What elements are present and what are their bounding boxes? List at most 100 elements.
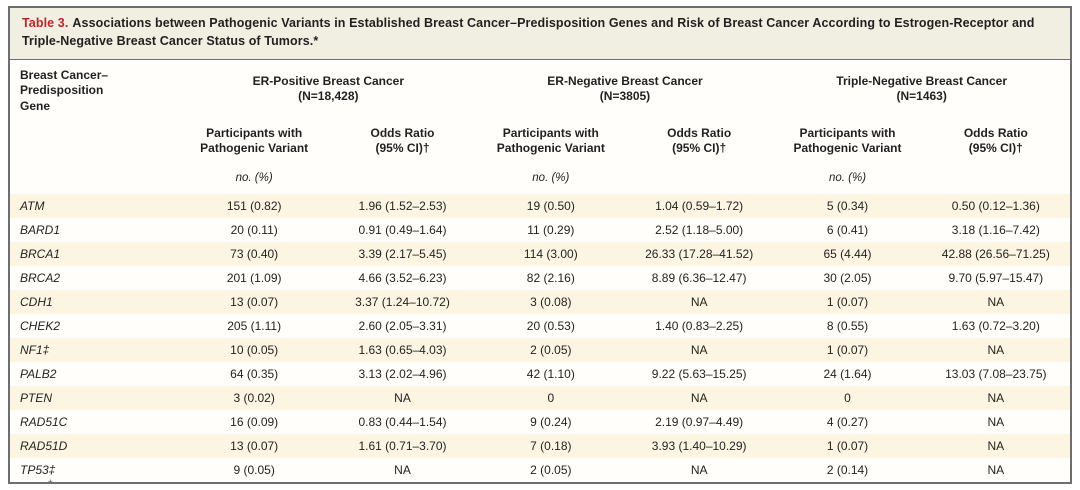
group-header-er-positive: ER-Positive Breast Cancer (N=18,428) (252, 73, 405, 104)
er-negative-participants-cell: 20 (0.53) (526, 318, 575, 333)
table-row: BRCA2 201 (1.09) 4.66 (3.52–6.23) 82 (2.… (10, 265, 1070, 290)
er-negative-participants-cell: 2 (0.05) (530, 462, 572, 477)
er-negative-odds-ratio-cell: NA (690, 462, 708, 477)
er-positive-odds-ratio-cell: 1.63 (0.65–4.03) (358, 342, 447, 357)
subheader-odds-triple-negative: Odds Ratio (95% CI)† (963, 125, 1028, 156)
table-row: BRCA1 73 (0.40) 3.39 (2.17–5.45) 114 (3.… (10, 241, 1070, 266)
group-header-er-negative: ER-Negative Breast Cancer (N=3805) (547, 73, 703, 104)
group-header-triple-negative: Triple-Negative Breast Cancer (N=1463) (836, 73, 1008, 104)
er-positive-odds-ratio-cell: 3.13 (2.02–4.96) (358, 366, 447, 381)
subheader-odds-er-positive: Odds Ratio (95% CI)† (370, 125, 435, 156)
triple-negative-odds-ratio-cell: NA (987, 342, 1005, 357)
triple-negative-odds-ratio-cell: 3.18 (1.16–7.42) (951, 222, 1040, 237)
gene-name-cell: BRCA1 (20, 246, 61, 261)
er-negative-participants-cell: 114 (3.00) (523, 246, 578, 261)
er-positive-odds-ratio-cell: NA (394, 390, 411, 405)
column-header-gene: Breast Cancer– Predisposition Gene (20, 67, 109, 113)
er-positive-participants-cell: 73 (0.40) (230, 246, 279, 261)
er-positive-participants-cell: 3 (0.02) (233, 390, 275, 405)
triple-negative-odds-ratio-cell: NA (987, 438, 1005, 453)
triple-negative-odds-ratio-cell: NA (987, 414, 1005, 429)
triple-negative-participants-cell: 1 (0.07) (826, 438, 869, 453)
table-body: ATM 151 (0.82) 1.96 (1.52–2.53) 19 (0.50… (10, 193, 1070, 482)
triple-negative-participants-cell: 4 (0.27) (826, 414, 869, 429)
er-positive-odds-ratio-cell: 2.60 (2.05–3.31) (358, 318, 447, 333)
table-row: CHEK2 205 (1.11) 2.60 (2.05–3.31) 20 (0.… (10, 313, 1070, 338)
triple-negative-participants-cell: 1 (0.07) (826, 294, 869, 309)
gene-name-cell: RAD51C (20, 414, 68, 429)
er-positive-participants-cell: 20 (0.11) (230, 222, 278, 237)
er-positive-odds-ratio-cell: 0.83 (0.44–1.54) (358, 414, 447, 429)
er-negative-odds-ratio-cell: 26.33 (17.28–41.52) (645, 246, 754, 261)
er-negative-participants-cell: 2 (0.05) (530, 342, 572, 357)
er-positive-odds-ratio-cell: 1.96 (1.52–2.53) (358, 198, 447, 213)
gene-name-cell: NF1‡ (20, 342, 50, 357)
triple-negative-participants-cell: 6 (0.41) (826, 222, 869, 237)
unit-label-triple-negative: no. (%) (828, 171, 867, 184)
triple-negative-participants-cell: 65 (4.44) (823, 246, 872, 261)
subheader-odds-er-negative: Odds Ratio (95% CI)† (667, 125, 732, 156)
triple-negative-participants-cell: 1 (0.07) (826, 342, 869, 357)
table-row: BARD1 20 (0.11) 0.91 (0.49–1.64) 11 (0.2… (10, 217, 1070, 242)
table-header: Breast Cancer– Predisposition Gene ER-Po… (10, 59, 1070, 194)
table-title-text: Associations between Pathogenic Variants… (22, 16, 1035, 48)
triple-negative-odds-ratio-cell: NA (987, 462, 1005, 477)
gene-name-cell: CDH1 (20, 294, 53, 309)
er-negative-participants-cell: 0 (547, 390, 555, 405)
er-negative-participants-cell: 7 (0.18) (530, 438, 572, 453)
triple-negative-odds-ratio-cell: NA (987, 294, 1005, 309)
er-positive-odds-ratio-cell: 0.91 (0.49–1.64) (358, 222, 447, 237)
er-negative-odds-ratio-cell: 8.89 (6.36–12.47) (651, 270, 747, 285)
subheader-participants-triple-negative: Participants with Pathogenic Variant (793, 125, 902, 156)
gene-name-cell: BRCA2 (20, 270, 61, 285)
er-negative-participants-cell: 11 (0.29) (527, 222, 575, 237)
triple-negative-odds-ratio-cell: 1.63 (0.72–3.20) (951, 318, 1040, 333)
table-3: Table 3. Associations between Pathogenic … (8, 6, 1072, 484)
er-negative-participants-cell: 42 (1.10) (526, 366, 575, 381)
table-row: NF1‡ 10 (0.05) 1.63 (0.65–4.03) 2 (0.05)… (10, 337, 1070, 362)
table-row: PALB2 64 (0.35) 3.13 (2.02–4.96) 42 (1.1… (10, 361, 1070, 386)
er-negative-odds-ratio-cell: 3.93 (1.40–10.29) (651, 438, 747, 453)
er-positive-participants-cell: 205 (1.11) (227, 318, 282, 333)
er-positive-participants-cell: 13 (0.07) (230, 294, 279, 309)
unit-label-er-positive: no. (%) (235, 171, 273, 184)
table-row: PTEN 3 (0.02) NA 0 NA 0 NA (10, 385, 1070, 410)
er-negative-participants-cell: 3 (0.08) (530, 294, 572, 309)
table-row: TP53‡ 9 (0.05) NA 2 (0.05) NA 2 (0.14) N… (10, 457, 1070, 482)
unit-label-er-negative: no. (%) (532, 171, 570, 184)
triple-negative-participants-cell: 24 (1.64) (823, 366, 872, 381)
gene-name-cell: ATM (20, 198, 45, 213)
er-negative-odds-ratio-cell: 1.04 (0.59–1.72) (655, 198, 744, 213)
table-row: RAD51D 13 (0.07) 1.61 (0.71–3.70) 7 (0.1… (10, 433, 1070, 458)
triple-negative-odds-ratio-cell: 13.03 (7.08–23.75) (945, 366, 1047, 381)
er-negative-odds-ratio-cell: 2.19 (0.97–4.49) (655, 414, 744, 429)
gene-name-cell: RAD51D (20, 438, 68, 453)
er-negative-participants-cell: 19 (0.50) (526, 198, 575, 213)
er-positive-participants-cell: 10 (0.05) (230, 342, 279, 357)
er-negative-odds-ratio-cell: NA (690, 294, 708, 309)
er-negative-odds-ratio-cell: 2.52 (1.18–5.00) (655, 222, 744, 237)
triple-negative-odds-ratio-cell: 9.70 (5.97–15.47) (948, 270, 1044, 285)
er-negative-odds-ratio-cell: NA (690, 390, 708, 405)
gene-name-cell: BARD1 (20, 222, 61, 237)
table-row: RAD51C 16 (0.09) 0.83 (0.44–1.54) 9 (0.2… (10, 409, 1070, 434)
er-negative-participants-cell: 9 (0.24) (530, 414, 572, 429)
triple-negative-participants-cell: 0 (844, 390, 851, 405)
er-positive-odds-ratio-cell: 4.66 (3.52–6.23) (358, 270, 447, 285)
er-positive-participants-cell: 16 (0.09) (230, 414, 279, 429)
er-positive-participants-cell: 151 (0.82) (226, 198, 282, 213)
gene-name-cell: CHEK2 (20, 318, 61, 333)
er-positive-participants-cell: 64 (0.35) (230, 366, 279, 381)
gene-name-cell: PTEN (20, 390, 53, 405)
er-positive-odds-ratio-cell: 3.39 (2.17–5.45) (358, 246, 447, 261)
er-negative-odds-ratio-cell: NA (690, 342, 708, 357)
er-positive-participants-cell: 201 (1.09) (226, 270, 282, 285)
subheader-participants-er-negative: Participants with Pathogenic Variant (496, 125, 605, 156)
er-positive-odds-ratio-cell: 1.61 (0.71–3.70) (358, 438, 447, 453)
er-positive-participants-cell: 9 (0.05) (233, 462, 275, 477)
triple-negative-participants-cell: 5 (0.34) (826, 198, 869, 213)
triple-negative-odds-ratio-cell: 42.88 (26.56–71.25) (941, 246, 1050, 261)
table-title-band: Table 3. Associations between Pathogenic … (10, 8, 1070, 60)
er-negative-odds-ratio-cell: 9.22 (5.63–15.25) (651, 366, 747, 381)
er-positive-participants-cell: 13 (0.07) (230, 438, 279, 453)
